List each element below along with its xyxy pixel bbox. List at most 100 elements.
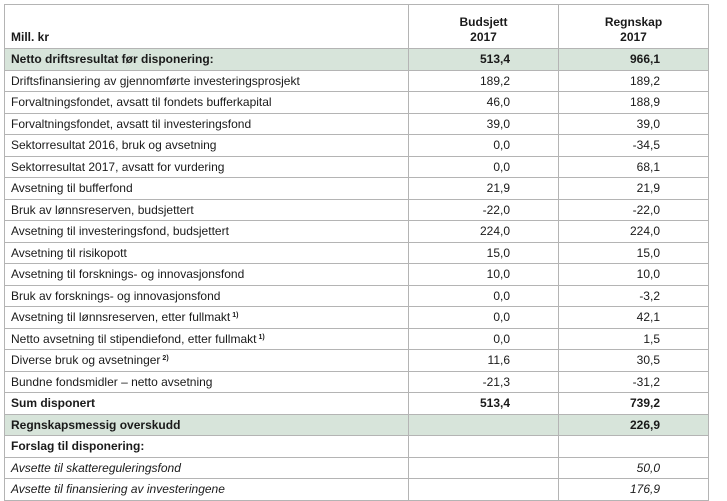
row-label-cell: Forvaltningsfondet, avsatt til investeri…: [4, 112, 409, 135]
row-label-cell: Forslag til disponering:: [4, 435, 409, 458]
row-label-cell: Netto avsetning til stipendiefond, etter…: [4, 327, 409, 350]
budget-value: 0,0: [408, 134, 559, 157]
actual-header-title: Regnskap: [604, 15, 663, 29]
table-row: Sektorresultat 2017, avsatt for vurderin…: [4, 155, 709, 178]
table-row: Diverse bruk og avsetninger 2) 11,6 30,5: [4, 349, 709, 372]
table-row: Forslag til disponering:: [4, 435, 709, 458]
footnote-marker: 1): [258, 333, 265, 341]
actual-value: -34,5: [558, 134, 709, 157]
table-row: Bruk av lønnsreserven, budsjettert -22,0-…: [4, 198, 709, 221]
table-row: Avsetning til risikopott 15,0 15,0: [4, 241, 709, 264]
budget-header-year: 2017: [470, 30, 497, 44]
row-label: Netto avsetning til stipendiefond, etter…: [11, 331, 257, 346]
budget-value: [408, 456, 559, 479]
actual-value: [558, 435, 709, 458]
table-row: Forvaltningsfondet, avsatt til fondets b…: [4, 91, 709, 114]
actual-value: 30,5: [558, 349, 709, 372]
row-label-cell: Avsetning til forsknings- og innovasjons…: [4, 263, 409, 286]
row-label: Bundne fondsmidler – netto avsetning: [11, 374, 213, 389]
row-label-cell: Sektorresultat 2017, avsatt for vurderin…: [4, 155, 409, 178]
actual-header: Regnskap 2017: [558, 4, 709, 49]
row-label-cell: Driftsfinansiering av gjennomførte inves…: [4, 69, 409, 92]
table-row: Avsette til finansiering av investeringe…: [4, 478, 709, 501]
table-row: Netto driftsresultat før disponering: 513…: [4, 48, 709, 71]
row-label: Regnskapsmessig overskudd: [11, 417, 181, 432]
row-label-cell: Regnskapsmessig overskudd: [4, 413, 409, 436]
budget-value: 0,0: [408, 155, 559, 178]
budget-value: 0,0: [408, 327, 559, 350]
row-label-cell: Avsette til finansiering av investeringe…: [4, 478, 409, 501]
row-label: Netto driftsresultat før disponering:: [11, 52, 214, 67]
table-row: Forvaltningsfondet, avsatt til investeri…: [4, 112, 709, 135]
row-label: Forvaltningsfondet, avsatt til investeri…: [11, 116, 252, 131]
actual-value: -31,2: [558, 370, 709, 393]
row-label: Driftsfinansiering av gjennomførte inves…: [11, 73, 300, 88]
budget-value: 46,0: [408, 91, 559, 114]
row-label-cell: Bruk av lønnsreserven, budsjettert: [4, 198, 409, 221]
actual-value: 10,0: [558, 263, 709, 286]
actual-header-year: 2017: [620, 30, 647, 44]
budget-value: -21,3: [408, 370, 559, 393]
actual-value: 226,9: [558, 413, 709, 436]
row-label-cell: Bruk av forsknings- og innovasjonsfond: [4, 284, 409, 307]
budget-value: 15,0: [408, 241, 559, 264]
budget-value: 189,2: [408, 69, 559, 92]
row-label-cell: Sektorresultat 2016, bruk og avsetning: [4, 134, 409, 157]
footnote-marker: 1): [232, 312, 239, 320]
budget-value: 0,0: [408, 284, 559, 307]
disposition-table-wrapper: Mill. kr Budsjett 2017 Regnskap 2017 Net…: [4, 4, 709, 501]
budget-value: 39,0: [408, 112, 559, 135]
table-row: Bruk av forsknings- og innovasjonsfond 0,…: [4, 284, 709, 307]
footnote-marker: 2): [162, 355, 169, 363]
row-label: Avsetning til bufferfond: [11, 181, 133, 196]
row-label-cell: Bundne fondsmidler – netto avsetning: [4, 370, 409, 393]
row-label-cell: Avsetning til risikopott: [4, 241, 409, 264]
row-label-cell: Avsetning til investeringsfond, budsjett…: [4, 220, 409, 243]
row-label: Avsette til skattereguleringsfond: [11, 460, 181, 475]
budget-value: 513,4: [408, 48, 559, 71]
actual-value: 15,0: [558, 241, 709, 264]
table-row: Avsette til skattereguleringsfond 50,0: [4, 456, 709, 479]
actual-value: 50,0: [558, 456, 709, 479]
row-label: Avsetning til forsknings- og innovasjons…: [11, 267, 245, 282]
row-label: Avsetning til risikopott: [11, 245, 127, 260]
budget-header-title: Budsjett: [459, 15, 508, 29]
row-label-cell: Forvaltningsfondet, avsatt til fondets b…: [4, 91, 409, 114]
table-row: Avsetning til forsknings- og innovasjons…: [4, 263, 709, 286]
row-label-cell: Diverse bruk og avsetninger 2): [4, 349, 409, 372]
budget-value: 513,4: [408, 392, 559, 415]
table-header: Mill. kr Budsjett 2017 Regnskap 2017: [4, 4, 709, 49]
budget-value: [408, 478, 559, 501]
budget-value: 10,0: [408, 263, 559, 286]
row-label-cell: Sum disponert: [4, 392, 409, 415]
actual-value: 176,9: [558, 478, 709, 501]
actual-value: 39,0: [558, 112, 709, 135]
budget-header: Budsjett 2017: [408, 4, 559, 49]
actual-value: -22,0: [558, 198, 709, 221]
table-row: Bundne fondsmidler – netto avsetning -21,…: [4, 370, 709, 393]
row-label-cell: Netto driftsresultat før disponering:: [4, 48, 409, 71]
table-body: Netto driftsresultat før disponering: 513…: [4, 48, 709, 501]
table-row: Sektorresultat 2016, bruk og avsetning 0,…: [4, 134, 709, 157]
budget-value: [408, 435, 559, 458]
budget-value: -22,0: [408, 198, 559, 221]
actual-value: 739,2: [558, 392, 709, 415]
table-row: Driftsfinansiering av gjennomførte inves…: [4, 69, 709, 92]
table-row: Avsetning til investeringsfond, budsjett…: [4, 220, 709, 243]
table-row: Regnskapsmessig overskudd 226,9: [4, 413, 709, 436]
row-label: Sum disponert: [11, 396, 96, 411]
row-label: Forvaltningsfondet, avsatt til fondets b…: [11, 95, 272, 110]
unit-header: Mill. kr: [4, 4, 409, 49]
budget-value: 224,0: [408, 220, 559, 243]
actual-value: 42,1: [558, 306, 709, 329]
actual-value: 189,2: [558, 69, 709, 92]
table-row: Sum disponert 513,4 739,2: [4, 392, 709, 415]
table-row: Avsetning til bufferfond 21,9 21,9: [4, 177, 709, 200]
budget-value: 0,0: [408, 306, 559, 329]
row-label: Avsette til finansiering av investeringe…: [11, 482, 225, 497]
actual-value: 966,1: [558, 48, 709, 71]
row-label: Sektorresultat 2016, bruk og avsetning: [11, 138, 217, 153]
row-label: Bruk av lønnsreserven, budsjettert: [11, 202, 194, 217]
row-label: Avsetning til investeringsfond, budsjett…: [11, 224, 229, 239]
row-label: Forslag til disponering:: [11, 439, 145, 454]
